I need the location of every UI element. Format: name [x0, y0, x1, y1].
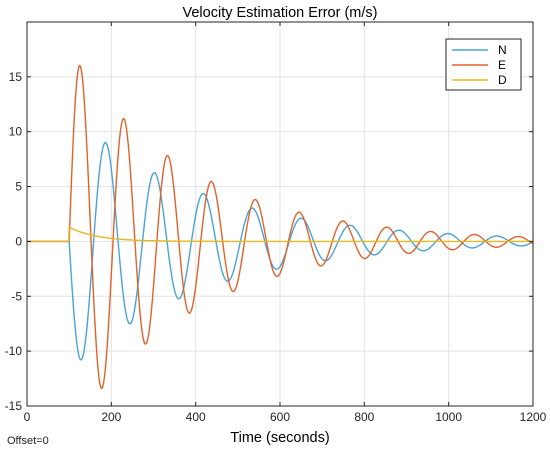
legend: NED [445, 38, 522, 91]
legend-label-E: E [498, 58, 506, 72]
x-tick-label: 600 [270, 410, 290, 424]
tick-layer: 0 200 400 600 800 1000 1200 -15 -10 -5 0 5 10 15 [5, 22, 547, 424]
series-line-D [26, 226, 534, 243]
y-tick-label: 5 [15, 180, 22, 194]
y-tick-label: 15 [9, 70, 23, 84]
series-line-E [26, 64, 534, 390]
x-tick-label: 1200 [520, 410, 547, 424]
series-line-N [26, 141, 534, 361]
series-layer [26, 64, 534, 390]
y-tick-label: -15 [5, 399, 23, 413]
y-tick-label: -5 [11, 289, 22, 303]
offset-note: Offset=0 [7, 435, 49, 447]
x-tick-label: 800 [354, 410, 374, 424]
y-tick-label: 0 [15, 234, 22, 248]
x-tick-label: 200 [101, 410, 121, 424]
legend-label-N: N [498, 43, 507, 57]
legend-label-D: D [498, 73, 507, 87]
y-tick-label: -10 [5, 344, 23, 358]
y-tick-label: 10 [9, 125, 23, 139]
x-tick-label: 1000 [435, 410, 462, 424]
x-axis-label: Time (seconds) [230, 430, 329, 446]
x-tick-label: 400 [186, 410, 206, 424]
x-tick-label: 0 [24, 410, 31, 424]
chart-title: Velocity Estimation Error (m/s) [183, 5, 378, 21]
